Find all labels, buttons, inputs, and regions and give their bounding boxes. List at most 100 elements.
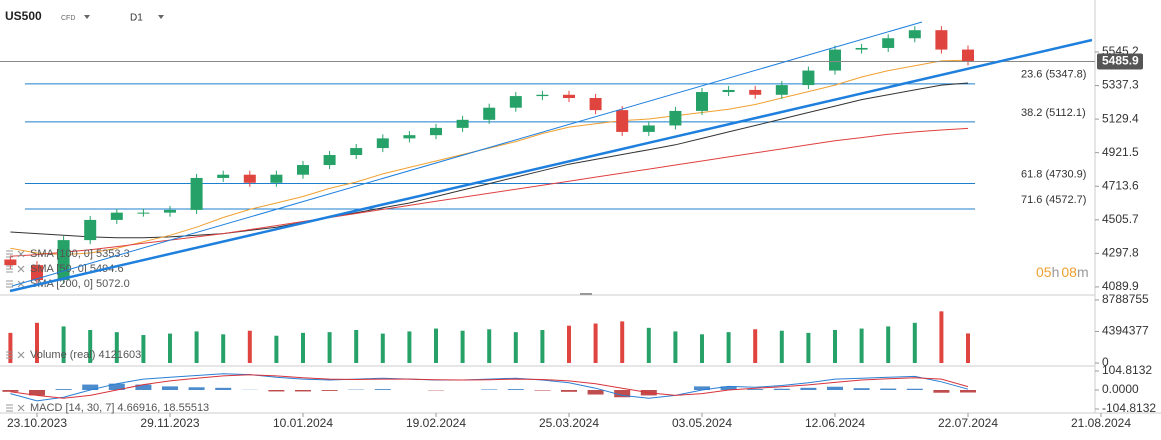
legend-close-icon xyxy=(17,250,25,258)
candle-body xyxy=(802,70,815,86)
candle-body xyxy=(908,30,921,39)
volume-bar xyxy=(593,323,598,363)
last-price-label: 5485.9 xyxy=(1102,54,1139,68)
candle-body xyxy=(775,85,788,95)
candle-body xyxy=(84,219,97,241)
candle-body xyxy=(509,96,522,108)
trend-line[interactable] xyxy=(9,38,1093,293)
x-tick-label: 10.01.2024 xyxy=(273,416,333,430)
volume-bar xyxy=(673,331,678,363)
candle-body xyxy=(536,94,549,97)
macd-histogram xyxy=(534,390,551,391)
layers: 5545.25337.35129.44921.54713.64505.74297… xyxy=(0,26,1156,430)
volume-bar xyxy=(620,321,625,363)
legend-entry: SMA [50, 0] 5494.6 xyxy=(30,263,124,275)
volume-bar xyxy=(646,327,651,363)
macd-histogram xyxy=(614,390,631,398)
candle-body xyxy=(722,89,735,93)
volume-bar xyxy=(354,330,359,363)
candle-body xyxy=(563,94,575,99)
candle-body xyxy=(749,89,762,95)
volume-bar xyxy=(434,328,438,363)
candle-body xyxy=(483,107,496,120)
panel-label: MACD [14, 30, 7] 4.66916, 18.55513 xyxy=(30,402,209,414)
candle-body xyxy=(4,259,17,266)
moving-average xyxy=(10,82,969,239)
candle-body xyxy=(217,174,230,178)
y-tick-label: 4089.9 xyxy=(1102,279,1139,293)
candle-body xyxy=(270,174,283,183)
x-tick-label: 29.11.2023 xyxy=(140,416,199,430)
countdown-minutes: 08 xyxy=(1061,264,1077,280)
macd-histogram xyxy=(162,386,178,390)
candle-body xyxy=(855,47,868,50)
macd-histogram xyxy=(215,387,232,390)
candle-body xyxy=(962,49,974,62)
volume-bar xyxy=(168,333,172,363)
y-tick-label: 5337.3 xyxy=(1102,78,1139,92)
countdown-unit: h xyxy=(1052,264,1060,280)
volume-bar xyxy=(939,311,944,363)
volume-bar xyxy=(141,335,146,363)
macd-histogram xyxy=(2,390,19,392)
y-tick-label: -104.8132 xyxy=(1102,401,1156,415)
volume-bar xyxy=(912,322,917,363)
macd-histogram xyxy=(720,386,737,390)
volume-bar xyxy=(380,333,385,363)
candle-body xyxy=(350,148,363,156)
macd-histogram xyxy=(481,389,498,390)
legend-close-icon xyxy=(17,265,25,273)
y-tick-label: 4297.8 xyxy=(1102,246,1139,260)
macd-histogram xyxy=(880,388,897,390)
volume-bar xyxy=(726,332,731,363)
y-tick-label: 5129.4 xyxy=(1102,111,1139,125)
channel-line[interactable] xyxy=(11,21,923,287)
timeframe-dropdown[interactable] xyxy=(158,15,164,19)
countdown: 05h 08m xyxy=(1036,264,1089,280)
x-tick-label: 23.10.2023 xyxy=(7,416,67,430)
volume-bar xyxy=(833,330,837,363)
candle-body xyxy=(642,125,655,132)
legend-menu-icon xyxy=(6,404,13,412)
volume-bar xyxy=(567,325,571,363)
volume-bar xyxy=(327,332,332,363)
volume-bar xyxy=(88,330,93,363)
candle-body xyxy=(430,127,442,136)
macd-histogram xyxy=(268,390,285,392)
volume-bar xyxy=(407,331,412,363)
candle-body xyxy=(190,177,203,210)
volume-bar xyxy=(540,330,545,363)
macd-histogram xyxy=(853,388,870,390)
macd-histogram xyxy=(108,383,125,390)
x-tick-label: 19.02.2024 xyxy=(406,416,466,430)
volume-bar xyxy=(247,330,252,363)
countdown-unit: m xyxy=(1077,264,1089,280)
macd-histogram xyxy=(827,386,843,390)
x-tick-label: 21.08.2024 xyxy=(1071,416,1131,430)
trend-lines xyxy=(9,21,1093,293)
y-tick-label: 0.0000 xyxy=(1102,382,1139,396)
volume-bar xyxy=(513,332,518,363)
candle-body xyxy=(882,38,895,48)
y-tick-label: 4505.7 xyxy=(1102,212,1139,226)
macd-histogram xyxy=(55,389,72,390)
y-tick-label: 4713.6 xyxy=(1102,178,1139,192)
legend-menu-icon xyxy=(6,265,13,273)
candle-body xyxy=(137,212,150,214)
volume-bar xyxy=(35,322,39,363)
candle-body xyxy=(669,110,682,126)
candle-body xyxy=(376,138,389,149)
volume-bar xyxy=(487,329,492,363)
timeframe[interactable]: D1 xyxy=(130,13,143,24)
fibonacci-label: 71.6 (4572.7) xyxy=(1021,194,1086,206)
volume-bar xyxy=(301,332,305,363)
candle-body xyxy=(403,135,416,139)
volume-bar xyxy=(753,329,758,363)
panel-label: Volume (real) 4121603 xyxy=(30,349,141,361)
volume-bar xyxy=(966,333,970,363)
symbol[interactable]: US500 xyxy=(5,9,42,23)
candle-body xyxy=(456,119,469,128)
volume-bar xyxy=(886,326,891,363)
y-tick-label: 4394377 xyxy=(1102,324,1149,338)
symbol-dropdown[interactable] xyxy=(84,15,90,19)
